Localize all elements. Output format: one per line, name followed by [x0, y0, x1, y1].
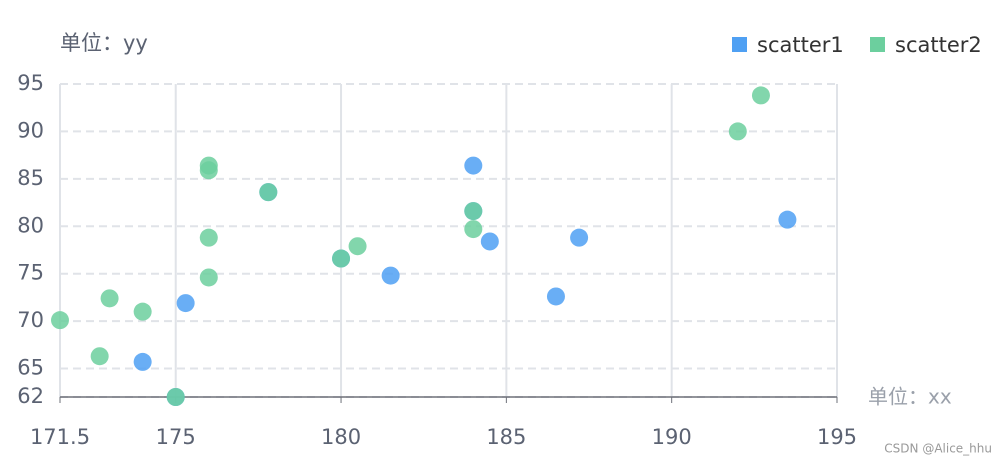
watermark: CSDN @Alice_hhu	[884, 442, 992, 456]
point	[259, 183, 278, 202]
point	[199, 268, 218, 287]
legend-label: scatter2	[895, 33, 982, 57]
y-tick-label: 65	[17, 356, 44, 380]
x-axis-name: 单位：xx	[868, 385, 952, 409]
point	[778, 210, 797, 229]
x-tick-label: 175	[156, 425, 196, 449]
point	[199, 161, 218, 180]
legend-swatch	[870, 37, 885, 52]
x-tick-label: 180	[321, 425, 361, 449]
y-tick-label: 75	[17, 261, 44, 285]
point	[176, 294, 195, 313]
legend-swatch	[732, 37, 747, 52]
y-tick-label: 90	[17, 118, 44, 142]
x-tick-label: 195	[817, 425, 857, 449]
point	[464, 220, 483, 239]
point	[464, 156, 483, 175]
point	[728, 122, 747, 141]
point	[133, 352, 152, 371]
point	[546, 287, 565, 306]
y-tick-label: 85	[17, 166, 44, 190]
point	[480, 232, 499, 251]
point	[51, 311, 69, 330]
point	[348, 237, 367, 256]
y-tick-label: 95	[17, 71, 44, 95]
x-tick-label: 185	[486, 425, 526, 449]
y-tick-label: 80	[17, 213, 44, 237]
point	[100, 289, 119, 308]
y-axis-name: 单位：yy	[60, 31, 148, 55]
legend-label: scatter1	[757, 33, 844, 57]
point	[751, 86, 770, 105]
point	[133, 302, 152, 321]
point	[381, 266, 400, 285]
y-tick-label: 62	[17, 384, 44, 408]
x-tick-label: 171.5	[30, 425, 90, 449]
y-tick-label: 70	[17, 308, 44, 332]
point	[332, 249, 351, 268]
x-tick-label: 190	[652, 425, 692, 449]
point	[464, 202, 483, 221]
point	[199, 228, 218, 247]
point	[570, 228, 589, 247]
point	[166, 388, 185, 406]
point	[90, 347, 109, 366]
